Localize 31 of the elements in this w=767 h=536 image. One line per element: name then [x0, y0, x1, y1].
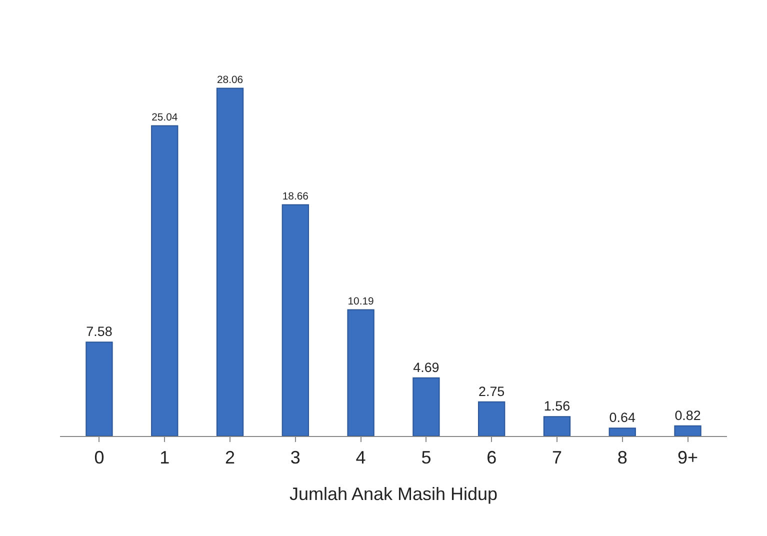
data-label: 1.56	[544, 398, 570, 414]
x-axis-title: Jumlah Anak Masih Hidup	[289, 484, 498, 504]
data-label: 7.58	[86, 324, 112, 340]
bar	[151, 125, 178, 436]
bar	[674, 425, 702, 436]
x-tick-label: 6	[486, 448, 497, 468]
data-label: 25.04	[152, 112, 178, 124]
x-tick-label: 9+	[677, 448, 698, 468]
data-label: 0.64	[609, 410, 636, 426]
x-tick-label: 8	[617, 448, 628, 468]
bar	[347, 309, 374, 436]
data-label: 0.82	[674, 408, 701, 423]
data-label: 18.66	[282, 191, 309, 202]
x-tick-label: 3	[290, 448, 300, 468]
x-tick-label: 5	[421, 448, 432, 468]
bar	[412, 377, 440, 436]
x-tick-label: 2	[225, 448, 236, 468]
bar	[282, 204, 309, 436]
x-tick-label: 1	[160, 448, 170, 468]
x-tick-label: 4	[356, 448, 366, 468]
bar	[608, 428, 636, 436]
data-label: 2.75	[478, 384, 505, 399]
data-label: 4.69	[413, 360, 440, 375]
bar	[216, 88, 244, 436]
data-label: 28.06	[216, 74, 244, 86]
x-tick-label: 7	[552, 448, 562, 468]
data-label: 10.19	[348, 296, 374, 308]
bar	[86, 342, 113, 436]
bar	[478, 401, 506, 436]
x-tick-label: 0	[94, 448, 104, 468]
bar	[543, 416, 571, 436]
